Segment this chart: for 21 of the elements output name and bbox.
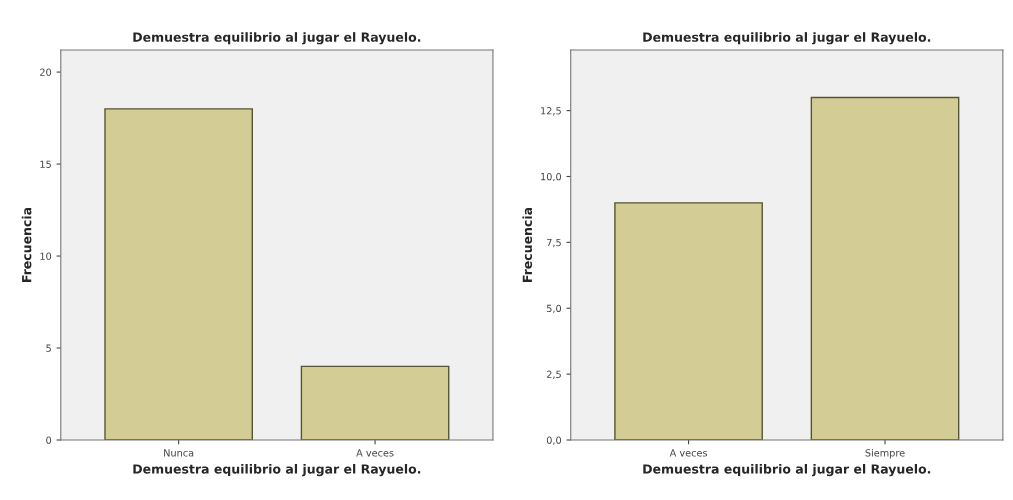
chart-title: Demuestra equilibrio al jugar el Rayuelo.: [643, 32, 931, 45]
y-tick-label: 10,0: [541, 172, 562, 182]
y-tick-label: 20: [40, 68, 52, 76]
y-tick-label: 7,5: [547, 238, 561, 248]
y-tick-label: 15: [40, 160, 51, 168]
y-tick-label: 5,0: [546, 304, 562, 314]
y-tick-label: 2,5: [546, 370, 561, 379]
chart-title: Demuestra equilibrio al jugar el Rayuelo.: [133, 32, 421, 45]
y-tick-label: 5: [46, 344, 51, 352]
x-tick-label: Siempre: [865, 449, 905, 459]
y-tick-label: 0: [46, 436, 52, 444]
x-axis-title: Demuestra equilibrio al jugar el Rayuelo.: [643, 463, 931, 477]
x-axis-title: Demuestra equilibrio al jugar el Rayuelo.: [133, 463, 421, 477]
y-axis-title: Frecuencia: [522, 207, 533, 282]
x-tick-label: A veces: [669, 449, 708, 457]
y-axis-title: Frecuencia: [21, 207, 32, 282]
x-tick-label: Nunca: [164, 449, 194, 457]
y-tick-label: 10: [40, 252, 52, 260]
y-tick-label: 0,0: [546, 436, 562, 445]
y-tick-label: 12,5: [541, 107, 561, 116]
x-tick-label: A veces: [356, 449, 394, 457]
